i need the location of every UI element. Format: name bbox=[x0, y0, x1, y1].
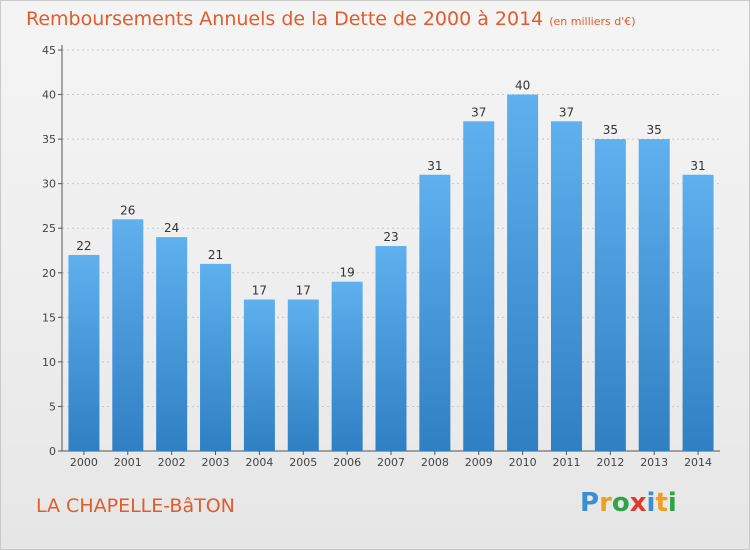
logo-letter: o bbox=[611, 488, 630, 518]
y-tick-label: 35 bbox=[42, 133, 56, 146]
x-tick-label: 2006 bbox=[333, 456, 361, 469]
bar bbox=[68, 254, 100, 451]
x-tick-label: 2005 bbox=[289, 456, 317, 469]
logo-letter: t bbox=[655, 488, 668, 518]
y-tick-label: 20 bbox=[42, 267, 56, 280]
bar bbox=[638, 139, 670, 451]
bar-value-label: 26 bbox=[120, 203, 135, 217]
y-tick-label: 25 bbox=[42, 222, 56, 235]
x-tick-label: 2004 bbox=[245, 456, 273, 469]
bar-value-label: 35 bbox=[647, 123, 662, 137]
bar bbox=[682, 174, 714, 451]
logo-letter: P bbox=[580, 488, 600, 518]
chart-title: Remboursements Annuels de la Dette de 20… bbox=[26, 8, 636, 30]
logo-letter: i bbox=[667, 488, 677, 518]
chart-title-text: Remboursements Annuels de la Dette de 20… bbox=[26, 8, 544, 30]
logo-letter: r bbox=[599, 488, 612, 518]
bar bbox=[156, 237, 188, 451]
bar bbox=[419, 174, 451, 451]
y-tick-label: 45 bbox=[42, 44, 56, 57]
x-tick-label: 2014 bbox=[684, 456, 712, 469]
bar bbox=[287, 299, 319, 451]
bar bbox=[112, 219, 144, 451]
x-tick-label: 2003 bbox=[202, 456, 230, 469]
proxiti-logo: Proxiti bbox=[580, 488, 677, 518]
y-tick-label: 15 bbox=[42, 311, 56, 324]
x-tick-label: 2001 bbox=[114, 456, 142, 469]
x-tick-label: 2007 bbox=[377, 456, 405, 469]
bar bbox=[594, 139, 626, 451]
bar-value-label: 31 bbox=[690, 159, 705, 173]
bar bbox=[375, 246, 407, 451]
y-tick-label: 0 bbox=[49, 445, 56, 458]
bar-value-label: 31 bbox=[427, 159, 442, 173]
x-tick-label: 2002 bbox=[158, 456, 186, 469]
bar-value-label: 37 bbox=[471, 105, 486, 119]
bar bbox=[243, 299, 275, 451]
bar-value-label: 40 bbox=[515, 79, 530, 93]
y-tick-label: 30 bbox=[42, 178, 56, 191]
bar bbox=[550, 121, 582, 452]
bar-value-label: 23 bbox=[383, 230, 398, 244]
bar-value-label: 22 bbox=[76, 239, 91, 253]
y-tick-label: 5 bbox=[49, 400, 56, 413]
x-tick-label: 2013 bbox=[640, 456, 668, 469]
x-tick-label: 2010 bbox=[509, 456, 537, 469]
logo-letter: i bbox=[646, 488, 656, 518]
bar bbox=[507, 94, 539, 452]
bar bbox=[463, 121, 495, 452]
y-tick-label: 40 bbox=[42, 89, 56, 102]
bar-value-label: 35 bbox=[603, 123, 618, 137]
x-tick-label: 2000 bbox=[70, 456, 98, 469]
bar bbox=[200, 263, 232, 451]
chart-unit-note: (en milliers d'€) bbox=[549, 15, 636, 28]
x-tick-label: 2009 bbox=[465, 456, 493, 469]
bar-value-label: 21 bbox=[208, 248, 223, 262]
x-tick-label: 2011 bbox=[552, 456, 580, 469]
x-tick-label: 2008 bbox=[421, 456, 449, 469]
bar-value-label: 24 bbox=[164, 221, 179, 235]
place-name: LA CHAPELLE-BâTON bbox=[36, 495, 235, 517]
bar bbox=[331, 281, 363, 451]
bar-value-label: 37 bbox=[559, 105, 574, 119]
bar-value-label: 17 bbox=[252, 284, 267, 298]
y-tick-label: 10 bbox=[42, 356, 56, 369]
logo-letter: x bbox=[629, 488, 647, 518]
x-tick-label: 2012 bbox=[596, 456, 624, 469]
bar-value-label: 19 bbox=[339, 266, 354, 280]
bar-value-label: 17 bbox=[296, 284, 311, 298]
